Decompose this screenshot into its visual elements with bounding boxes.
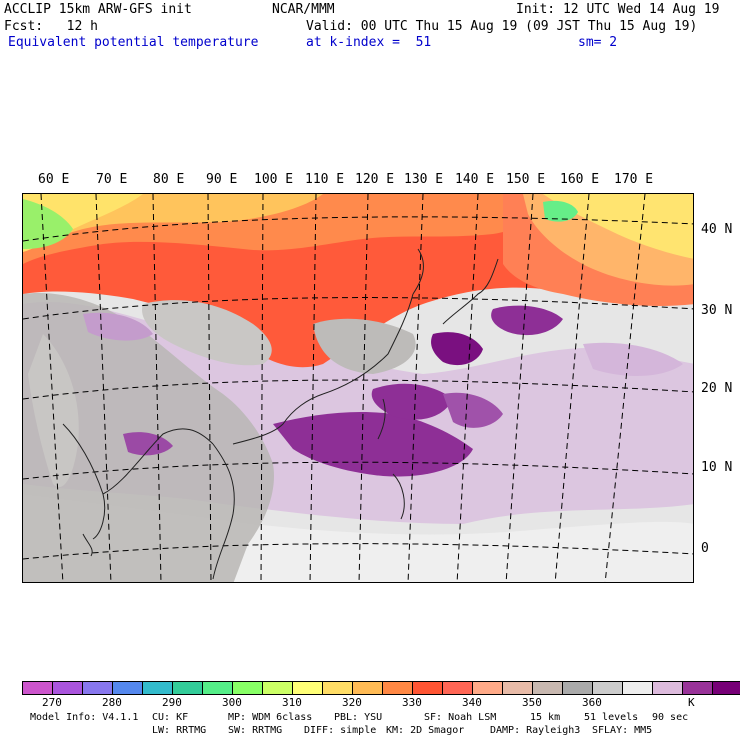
model-info-version: Model Info: V4.1.1 <box>30 712 139 723</box>
lat-label: 0 <box>701 541 709 556</box>
valid-time: Valid: 00 UTC Thu 15 Aug 19 (09 JST Thu … <box>306 19 698 34</box>
colorbar-tick: 330 <box>402 696 422 709</box>
colorbar-tick: 300 <box>222 696 242 709</box>
colorbar-swatch <box>23 682 53 694</box>
lon-label: 80 E <box>153 172 185 187</box>
lon-label: 130 E <box>404 172 444 187</box>
colorbar-tick: 290 <box>162 696 182 709</box>
colorbar-swatch <box>713 682 740 694</box>
lon-label: 60 E <box>38 172 70 187</box>
colorbar-tick: 320 <box>342 696 362 709</box>
lat-label: 30 N <box>701 303 733 318</box>
field-name: Equivalent potential temperature <box>8 35 259 50</box>
theta-e-field <box>23 194 693 582</box>
model-info-km: KM: 2D Smagor <box>386 725 465 736</box>
model-info-lw: LW: RRTMG <box>152 725 207 736</box>
model-info-resolution: 15 km <box>530 712 561 723</box>
colorbar-swatch <box>533 682 563 694</box>
colorbar-swatch <box>53 682 83 694</box>
smoothing-label: sm= 2 <box>578 35 618 50</box>
colorbar-swatch <box>623 682 653 694</box>
colorbar-swatch <box>83 682 113 694</box>
model-info-mp: MP: WDM 6class <box>228 712 313 723</box>
colorbar-tick: 340 <box>462 696 482 709</box>
model-info-sflay: SFLAY: MM5 <box>592 725 653 736</box>
colorbar-swatch <box>113 682 143 694</box>
colorbar-swatch <box>473 682 503 694</box>
colorbar <box>22 681 740 695</box>
lat-label: 40 N <box>701 222 733 237</box>
lon-label: 100 E <box>254 172 294 187</box>
colorbar-swatch <box>323 682 353 694</box>
model-info-sf: SF: Noah LSM <box>424 712 497 723</box>
lon-label: 150 E <box>506 172 546 187</box>
level-index: at k-index = 51 <box>306 35 432 50</box>
lon-label: 70 E <box>96 172 128 187</box>
colorbar-swatch <box>143 682 173 694</box>
model-info-sw: SW: RRTMG <box>228 725 283 736</box>
lat-label: 20 N <box>701 381 733 396</box>
colorbar-swatch <box>173 682 203 694</box>
model-info-levels: 51 levels <box>584 712 639 723</box>
colorbar-swatch <box>563 682 593 694</box>
colorbar-unit: K <box>688 696 695 709</box>
colorbar-tick: 280 <box>102 696 122 709</box>
colorbar-swatch <box>683 682 713 694</box>
colorbar-swatch <box>263 682 293 694</box>
colorbar-swatch <box>353 682 383 694</box>
map-panel <box>22 193 694 583</box>
model-info-cu: CU: KF <box>152 712 189 723</box>
lat-label: 10 N <box>701 460 733 475</box>
colorbar-swatch <box>413 682 443 694</box>
model-info-damp: DAMP: Rayleigh3 <box>490 725 581 736</box>
colorbar-swatch <box>383 682 413 694</box>
lon-label: 90 E <box>206 172 238 187</box>
lon-label: 120 E <box>355 172 395 187</box>
institution-label: NCAR/MMM <box>272 2 335 17</box>
model-title: ACCLIP 15km ARW-GFS init <box>4 2 192 17</box>
model-info-timestep: 90 sec <box>652 712 689 723</box>
lon-label: 140 E <box>455 172 495 187</box>
colorbar-tick: 270 <box>42 696 62 709</box>
colorbar-swatch <box>503 682 533 694</box>
colorbar-tick: 310 <box>282 696 302 709</box>
colorbar-swatch <box>203 682 233 694</box>
lon-label: 170 E <box>614 172 654 187</box>
colorbar-swatch <box>593 682 623 694</box>
colorbar-tick: 350 <box>522 696 542 709</box>
lon-label: 160 E <box>560 172 600 187</box>
colorbar-swatch <box>233 682 263 694</box>
model-info-diff: DIFF: simple <box>304 725 377 736</box>
init-time: Init: 12 UTC Wed 14 Aug 19 <box>516 2 720 17</box>
colorbar-swatch <box>443 682 473 694</box>
colorbar-swatch <box>653 682 683 694</box>
colorbar-swatch <box>293 682 323 694</box>
lon-label: 110 E <box>305 172 345 187</box>
forecast-hour: Fcst: 12 h <box>4 19 98 34</box>
model-info-pbl: PBL: YSU <box>334 712 383 723</box>
colorbar-tick: 360 <box>582 696 602 709</box>
